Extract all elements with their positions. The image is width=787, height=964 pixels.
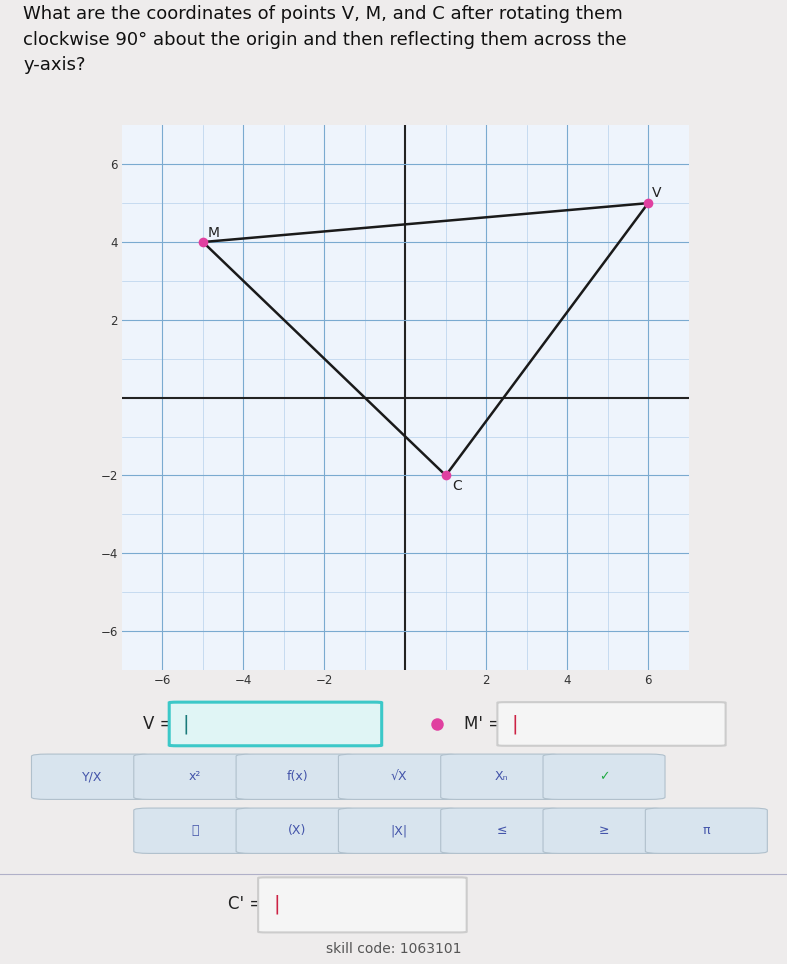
Text: Xₙ: Xₙ bbox=[495, 770, 508, 784]
Text: C' =: C' = bbox=[228, 896, 264, 913]
FancyBboxPatch shape bbox=[134, 808, 256, 853]
FancyBboxPatch shape bbox=[441, 808, 563, 853]
Text: ✓: ✓ bbox=[599, 770, 609, 784]
FancyBboxPatch shape bbox=[543, 754, 665, 799]
FancyBboxPatch shape bbox=[645, 808, 767, 853]
Text: What are the coordinates of points V, M, and C after rotating them
clockwise 90°: What are the coordinates of points V, M,… bbox=[24, 5, 627, 74]
FancyBboxPatch shape bbox=[441, 754, 563, 799]
Text: (X): (X) bbox=[288, 824, 306, 838]
Text: |: | bbox=[183, 714, 189, 734]
Text: V: V bbox=[652, 186, 662, 200]
Text: f(x): f(x) bbox=[286, 770, 308, 784]
FancyBboxPatch shape bbox=[258, 877, 467, 932]
Text: skill code: 1063101: skill code: 1063101 bbox=[326, 942, 461, 955]
FancyBboxPatch shape bbox=[31, 754, 153, 799]
FancyBboxPatch shape bbox=[169, 702, 382, 746]
FancyBboxPatch shape bbox=[338, 808, 460, 853]
Text: |: | bbox=[273, 895, 279, 914]
FancyBboxPatch shape bbox=[497, 702, 726, 746]
Text: Y/X: Y/X bbox=[82, 770, 103, 784]
Text: π: π bbox=[703, 824, 710, 838]
Text: ≥: ≥ bbox=[599, 824, 609, 838]
FancyBboxPatch shape bbox=[338, 754, 460, 799]
Text: M' =: M' = bbox=[464, 715, 502, 733]
FancyBboxPatch shape bbox=[543, 808, 665, 853]
Text: V =: V = bbox=[142, 715, 173, 733]
FancyBboxPatch shape bbox=[236, 754, 358, 799]
Text: |X|: |X| bbox=[391, 824, 408, 838]
Text: |: | bbox=[512, 714, 518, 734]
Text: √X: √X bbox=[391, 770, 408, 784]
Text: x²: x² bbox=[189, 770, 201, 784]
FancyBboxPatch shape bbox=[236, 808, 358, 853]
FancyBboxPatch shape bbox=[134, 754, 256, 799]
Text: ≤: ≤ bbox=[497, 824, 507, 838]
Text: M: M bbox=[208, 227, 220, 240]
Text: C: C bbox=[452, 478, 462, 493]
Text: 🗑: 🗑 bbox=[191, 824, 198, 838]
